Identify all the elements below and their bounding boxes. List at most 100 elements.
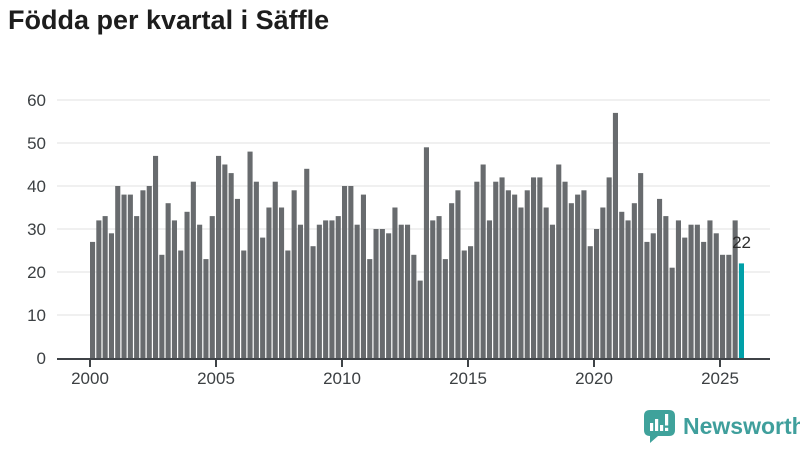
bar — [587, 246, 593, 358]
bar — [373, 229, 379, 358]
bar — [354, 224, 360, 358]
bar — [518, 207, 524, 358]
bar — [423, 147, 429, 358]
bar — [90, 241, 96, 358]
last-value-label: 22 — [732, 233, 751, 252]
bar — [606, 177, 612, 358]
bar — [140, 190, 146, 358]
bar — [234, 198, 240, 358]
y-axis-tick-label: 10 — [27, 306, 46, 325]
bar — [600, 207, 606, 358]
x-axis-tick-label: 2005 — [197, 369, 235, 388]
bar — [398, 224, 404, 358]
bar — [379, 229, 385, 358]
bar — [556, 164, 562, 358]
bar — [732, 220, 738, 358]
bar — [272, 181, 278, 358]
x-axis-tick-label: 2015 — [449, 369, 487, 388]
bar — [694, 224, 700, 358]
bar — [115, 186, 121, 358]
bar — [701, 241, 707, 358]
bar — [486, 220, 492, 358]
bar — [190, 181, 196, 358]
bar — [417, 280, 423, 358]
bar — [228, 173, 234, 358]
bar — [146, 186, 152, 358]
highlighted-bar — [738, 263, 744, 358]
bar — [367, 259, 373, 358]
bar — [222, 164, 228, 358]
chart-title: Födda per kvartal i Säffle — [8, 5, 330, 35]
bar — [329, 220, 335, 358]
bar — [594, 229, 600, 358]
bar — [707, 220, 713, 358]
bar — [285, 250, 291, 358]
bar — [543, 207, 549, 358]
y-axis-tick-label: 30 — [27, 220, 46, 239]
bar — [455, 190, 461, 358]
bar — [348, 186, 354, 358]
bar — [493, 181, 499, 358]
bar — [203, 259, 209, 358]
bar — [675, 220, 681, 358]
bar — [474, 181, 480, 358]
bar — [134, 216, 140, 358]
bar — [178, 250, 184, 358]
bar — [644, 241, 650, 358]
bar — [253, 181, 259, 358]
x-axis-tick-label: 2000 — [71, 369, 109, 388]
bar — [581, 190, 587, 358]
y-axis-tick-label: 40 — [27, 177, 46, 196]
bar — [436, 216, 442, 358]
bar — [657, 198, 663, 358]
bar — [682, 237, 688, 358]
bar — [631, 203, 637, 358]
bar — [531, 177, 537, 358]
bar — [612, 112, 618, 359]
bar — [499, 177, 505, 358]
bar — [291, 190, 297, 358]
bar — [102, 216, 108, 358]
bar — [266, 207, 272, 358]
bar — [316, 224, 322, 358]
newsworthy-logo: Newsworthy — [644, 410, 800, 443]
bar — [430, 220, 436, 358]
bar — [720, 254, 726, 358]
bar — [575, 194, 581, 358]
bar — [247, 151, 253, 358]
bar — [323, 220, 329, 358]
bar — [342, 186, 348, 358]
newsworthy-wordmark: Newsworthy — [683, 413, 800, 439]
bar — [619, 211, 625, 358]
bar — [663, 216, 669, 358]
bar — [335, 216, 341, 358]
bar — [297, 224, 303, 358]
bar — [216, 155, 222, 358]
newsworthy-speech-bubble-chart-icon — [644, 410, 675, 443]
y-axis-tick-label: 60 — [27, 91, 46, 110]
bar — [159, 254, 165, 358]
bar — [165, 203, 171, 358]
bar — [713, 233, 719, 358]
bar — [360, 194, 366, 358]
bar — [121, 194, 127, 358]
bar — [96, 220, 102, 358]
bar — [562, 181, 568, 358]
bar — [209, 216, 215, 358]
bar — [304, 168, 310, 358]
bar — [310, 246, 316, 358]
bar — [279, 207, 285, 358]
bar — [197, 224, 203, 358]
bar — [411, 254, 417, 358]
bar — [625, 220, 631, 358]
bar — [442, 259, 448, 358]
bar — [638, 173, 644, 358]
bar — [241, 250, 247, 358]
bar — [127, 194, 133, 358]
bar — [153, 155, 159, 358]
y-axis-tick-label: 0 — [37, 349, 46, 368]
x-axis-tick-label: 2010 — [323, 369, 361, 388]
bar — [537, 177, 543, 358]
